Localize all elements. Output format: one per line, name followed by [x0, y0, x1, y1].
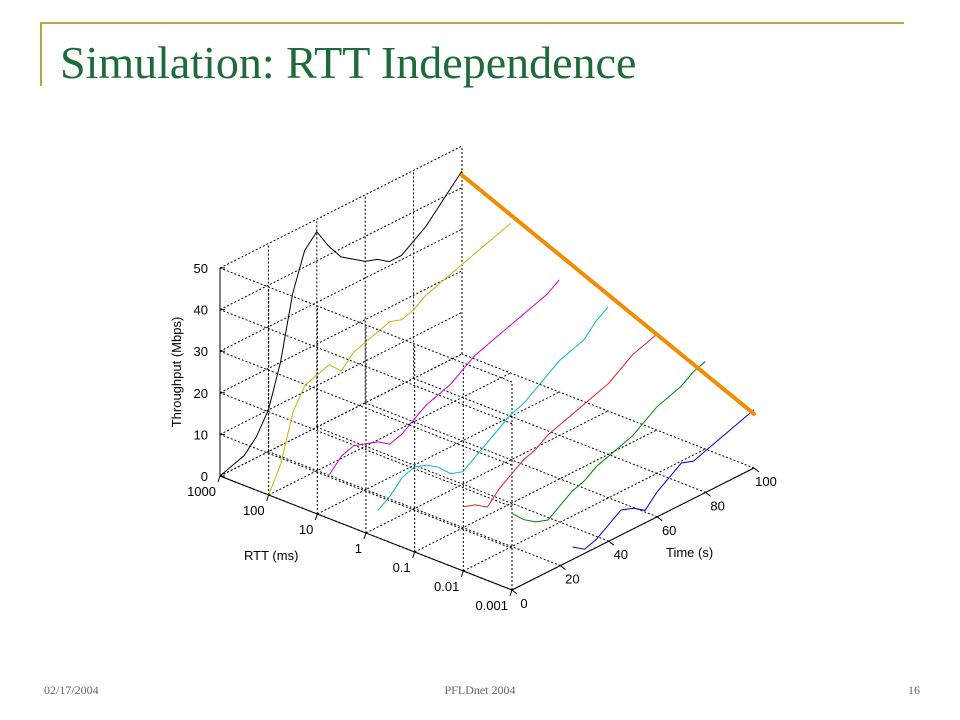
time-tick-label: 100 [755, 474, 777, 489]
grid-line-floor-time [461, 353, 755, 469]
rtt-tick-label: 1 [355, 541, 362, 556]
time-tick [608, 540, 615, 546]
grid-line-side-throughput [219, 309, 513, 425]
frame-left-rule [40, 22, 42, 86]
grid-line-floor-rtt [268, 372, 511, 496]
rtt-tick [412, 551, 416, 559]
footer-date: 02/17/2004 [44, 683, 99, 697]
rtt-axis-label: RTT (ms) [244, 548, 298, 563]
time-tick-label: 20 [565, 572, 579, 587]
grid-line-floor-rtt [463, 448, 706, 572]
grid-line-floor-rtt [317, 391, 560, 515]
grid-line-floor-rtt [414, 429, 657, 553]
series-line-rtt-0_001 [572, 409, 755, 550]
grid-line-back-throughput [219, 311, 463, 435]
chart-axes [217, 267, 760, 597]
series-line-rtt-1000 [219, 170, 463, 477]
time-tick-label: 40 [614, 547, 628, 562]
time-axis [511, 467, 755, 591]
throughput-tick-label: 50 [194, 261, 208, 276]
throughput-tick-label: 30 [194, 344, 208, 359]
time-tick [511, 589, 518, 595]
rtt-tick-label: 0.01 [434, 579, 459, 594]
time-tick-label: 80 [710, 498, 724, 513]
time-tick-label: 0 [520, 596, 527, 611]
throughput-axis-label: Throughput (Mbps) [169, 317, 184, 428]
time-tick [560, 565, 566, 570]
rtt-tick [509, 589, 513, 597]
time-tick-label: 60 [662, 523, 676, 538]
grid-line-side-throughput [219, 267, 513, 383]
series-line-rtt-0_01 [511, 361, 706, 523]
grid-line-back-throughput [219, 187, 463, 311]
frame-top-rule [40, 22, 904, 24]
chart-series [219, 170, 756, 550]
grid-line-side-throughput [219, 392, 513, 508]
rtt-tick-label: 1000 [187, 484, 216, 499]
grid-line-back-throughput [219, 270, 463, 394]
grid-line-back-throughput [219, 145, 463, 269]
throughput-tick-label: 10 [194, 427, 208, 442]
trend-line [460, 173, 756, 416]
grid-line-floor-rtt [219, 353, 463, 477]
rtt-tick [217, 475, 221, 483]
rtt-tick [363, 532, 367, 540]
rtt-tick-label: 10 [299, 522, 313, 537]
grid-line-floor-time [268, 451, 561, 567]
rtt-tick [460, 570, 464, 578]
page-number: 16 [908, 683, 920, 697]
series-line-rtt-100 [268, 222, 512, 496]
throughput-tick-label: 20 [194, 386, 208, 401]
series-line-rtt-0_1 [463, 333, 658, 508]
rtt-tick [314, 513, 318, 521]
footer-event: PFLDnet 2004 [444, 683, 516, 697]
grid-line-back-throughput [219, 228, 463, 352]
rtt-tick-label: 100 [243, 503, 265, 518]
time-tick [705, 492, 711, 497]
throughput-tick-label: 0 [201, 469, 208, 484]
grid-line-floor-time [365, 402, 658, 518]
time-tick [656, 516, 663, 522]
throughput-tick-label: 40 [194, 303, 208, 318]
rtt-tick-label: 0.001 [475, 598, 508, 613]
slide-title: Simulation: RTT Independence [60, 37, 637, 88]
series-line-rtt-10 [328, 279, 560, 475]
rtt-tick-label: 0.1 [393, 560, 411, 575]
series-line-rtt-1 [377, 306, 609, 511]
time-axis-label: Time (s) [666, 545, 713, 560]
grid-line-floor-rtt [365, 410, 609, 534]
chart-labels: 0204060801000.0010.010.11101001000010203… [169, 261, 777, 613]
rtt-tick [266, 494, 270, 502]
time-tick [753, 467, 760, 473]
